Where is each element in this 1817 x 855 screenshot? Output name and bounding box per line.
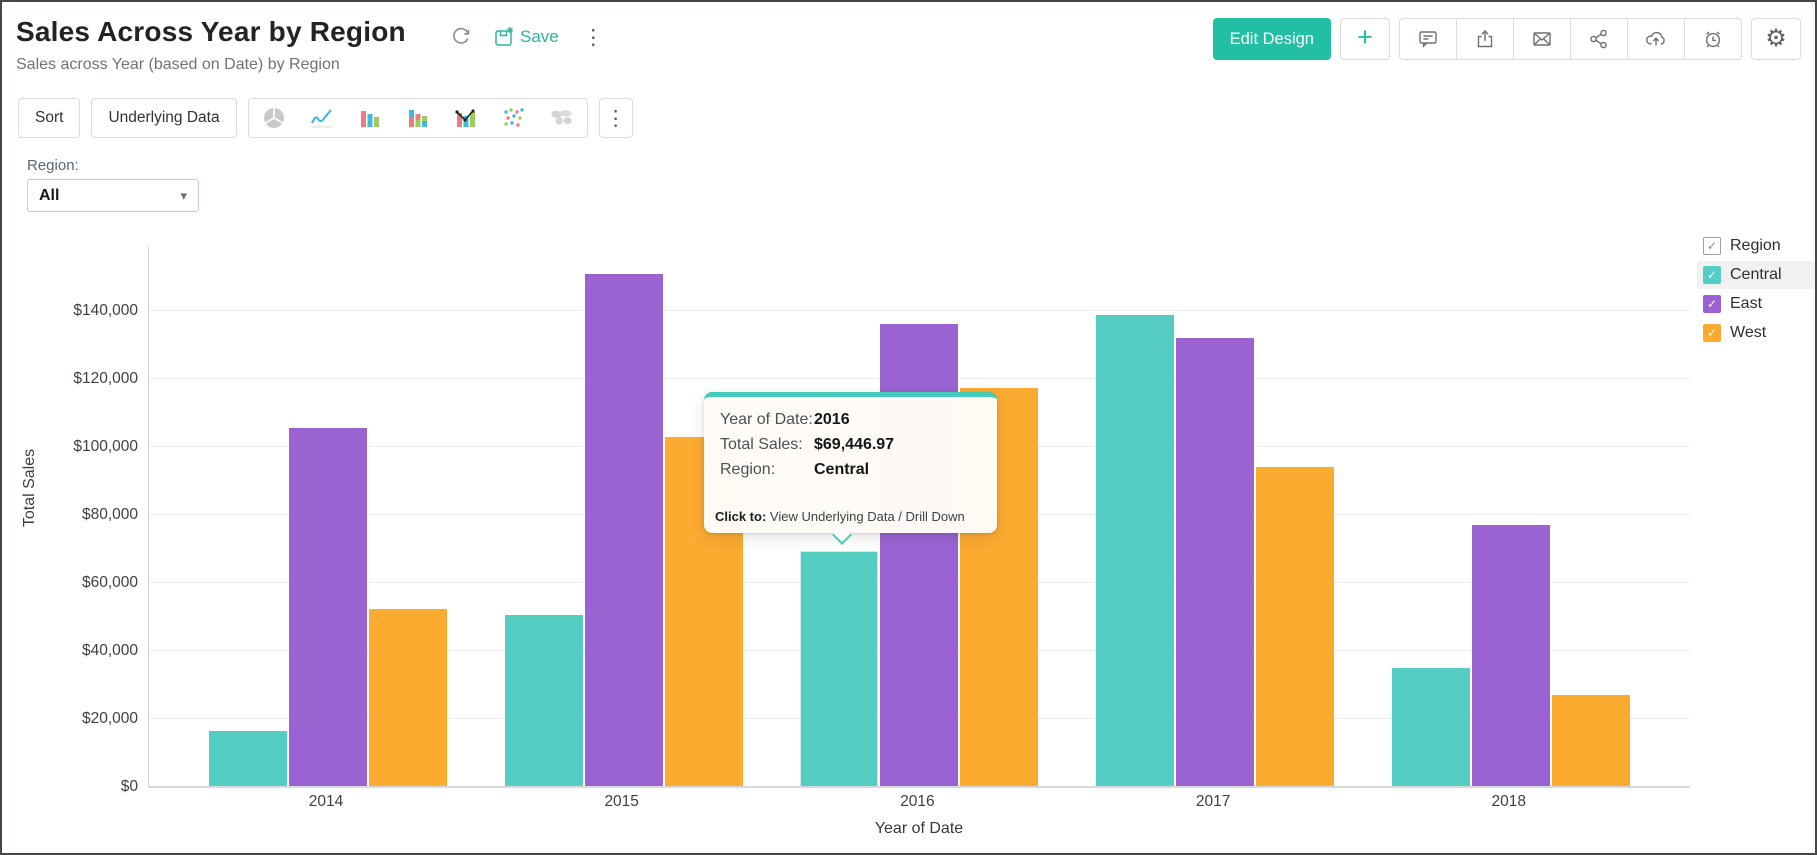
bar-east-2015[interactable]: [584, 274, 663, 787]
tooltip-value: Central: [814, 461, 870, 478]
export-button[interactable]: [1456, 18, 1514, 60]
tooltip-row: Region: Central: [720, 457, 983, 482]
bar-west-2014[interactable]: [369, 609, 447, 787]
stacked-bar-chart-icon[interactable]: [406, 106, 430, 130]
bar-central-2018[interactable]: [1391, 668, 1470, 787]
legend-item-east[interactable]: ✓ East: [1697, 290, 1815, 318]
save-label: Save: [520, 27, 559, 46]
x-tick-label: 2018: [1491, 793, 1527, 810]
cloud-upload-button[interactable]: [1627, 18, 1685, 60]
chart-legend: ✓ Region ✓ Central ✓ East ✓ West: [1697, 232, 1815, 348]
legend-title: Region: [1730, 237, 1781, 254]
chart-tooltip: Year of Date: 2016 Total Sales: $69,446.…: [704, 392, 997, 545]
y-tick-label: $0: [120, 778, 138, 795]
bar-west-2017[interactable]: [1256, 467, 1335, 787]
legend-title-checkbox[interactable]: ✓: [1703, 237, 1721, 255]
sort-button[interactable]: Sort: [18, 98, 81, 138]
legend-title-row[interactable]: ✓ Region: [1697, 232, 1815, 260]
combo-chart-icon[interactable]: [454, 106, 478, 130]
y-tick-label: $80,000: [81, 506, 138, 523]
plus-button[interactable]: +: [1340, 18, 1390, 60]
comment-icon: [1419, 31, 1437, 48]
export-icon: [1477, 30, 1493, 48]
more-chart-types-button[interactable]: ⋮: [598, 98, 633, 138]
tooltip-label: Total Sales:: [720, 436, 803, 453]
legend-item-central[interactable]: ✓ Central: [1697, 261, 1815, 289]
region-filter-value: All: [39, 186, 60, 204]
bar-central-2016[interactable]: [800, 551, 879, 787]
cloud-upload-icon: [1646, 31, 1665, 46]
bar-east-2017[interactable]: [1176, 338, 1255, 787]
save-icon: [493, 26, 515, 48]
y-tick-label: $100,000: [73, 438, 138, 455]
email-button[interactable]: [1513, 18, 1571, 60]
edit-design-button[interactable]: Edit Design: [1212, 18, 1331, 60]
chart-type-switcher: [247, 98, 588, 138]
y-axis-ticks: $0 $20,000 $40,000 $60,000 $80,000 $100,000 $1…: [2, 247, 138, 795]
region-filter-dropdown[interactable]: All ▾: [27, 179, 199, 212]
alarm-icon: [1705, 31, 1721, 48]
legend-checkbox-west[interactable]: ✓: [1703, 324, 1721, 342]
bar-east-2018[interactable]: [1471, 525, 1550, 787]
bar-chart-icon[interactable]: [358, 106, 382, 130]
x-tick-label: 2014: [308, 793, 344, 810]
settings-gear-icon: ⚙: [1765, 25, 1787, 52]
chart-plot-area: [148, 247, 1690, 787]
bar-east-2014[interactable]: [289, 428, 367, 787]
page-title: Sales Across Year by Region: [16, 16, 406, 47]
y-tick-label: $40,000: [81, 642, 138, 659]
chevron-down-icon: ▾: [180, 187, 187, 203]
tooltip-value: $69,446.97: [814, 436, 895, 453]
save-button[interactable]: Save: [493, 26, 559, 48]
y-tick-label: $60,000: [81, 574, 138, 591]
region-filter-label: Region:: [27, 157, 79, 174]
plus-icon: +: [1357, 22, 1373, 52]
share-icon: [1590, 29, 1607, 49]
tooltip-label: Year of Date:: [720, 411, 813, 428]
map-chart-icon[interactable]: [550, 106, 574, 130]
x-axis-title: Year of Date: [874, 820, 964, 837]
email-icon: [1533, 32, 1551, 46]
legend-item-west[interactable]: ✓ West: [1697, 319, 1815, 347]
scatter-plot-icon[interactable]: [502, 106, 526, 130]
underlying-data-button[interactable]: Underlying Data: [91, 98, 237, 138]
pie-chart-icon[interactable]: [262, 106, 286, 130]
x-tick-label: 2015: [604, 793, 639, 810]
tooltip-value: 2016: [814, 411, 850, 428]
legend-checkbox-central[interactable]: ✓: [1703, 266, 1721, 284]
more-chart-types-icon: ⋮: [605, 106, 627, 130]
share-button[interactable]: [1570, 18, 1628, 60]
legend-item-label: Central: [1730, 266, 1782, 283]
alarm-button[interactable]: [1684, 18, 1742, 60]
tooltip-click-hint: Click to: View Underlying Data / Drill D…: [715, 509, 965, 524]
comment-button[interactable]: [1399, 18, 1457, 60]
tooltip-row: Total Sales: $69,446.97: [720, 432, 983, 457]
x-tick-label: 2016: [900, 793, 935, 810]
y-tick-label: $140,000: [73, 302, 138, 319]
legend-item-label: East: [1730, 295, 1763, 312]
x-tick-label: 2017: [1195, 793, 1231, 810]
bar-central-2015[interactable]: [504, 615, 583, 787]
legend-item-label: West: [1730, 324, 1767, 341]
refresh-icon[interactable]: [449, 25, 473, 49]
bar-west-2018[interactable]: [1551, 695, 1630, 787]
tooltip-row: Year of Date: 2016: [720, 407, 983, 432]
y-tick-label: $20,000: [81, 710, 138, 727]
bar-central-2017[interactable]: [1096, 315, 1175, 787]
legend-checkbox-east[interactable]: ✓: [1703, 295, 1721, 313]
gridline: [149, 310, 1690, 311]
tooltip-label: Region:: [720, 461, 776, 478]
x-axis-line: [148, 786, 1690, 788]
page-subtitle: Sales across Year (based on Date) by Reg…: [16, 56, 340, 73]
line-chart-icon[interactable]: [310, 106, 334, 130]
x-axis-ticks: 2014 2015 2016 2017 2018: [148, 793, 1690, 813]
settings-button[interactable]: ⚙: [1751, 18, 1801, 60]
y-tick-label: $120,000: [73, 370, 138, 387]
kebab-menu-icon[interactable]: ⋮: [582, 25, 604, 49]
bar-central-2014[interactable]: [209, 731, 287, 787]
